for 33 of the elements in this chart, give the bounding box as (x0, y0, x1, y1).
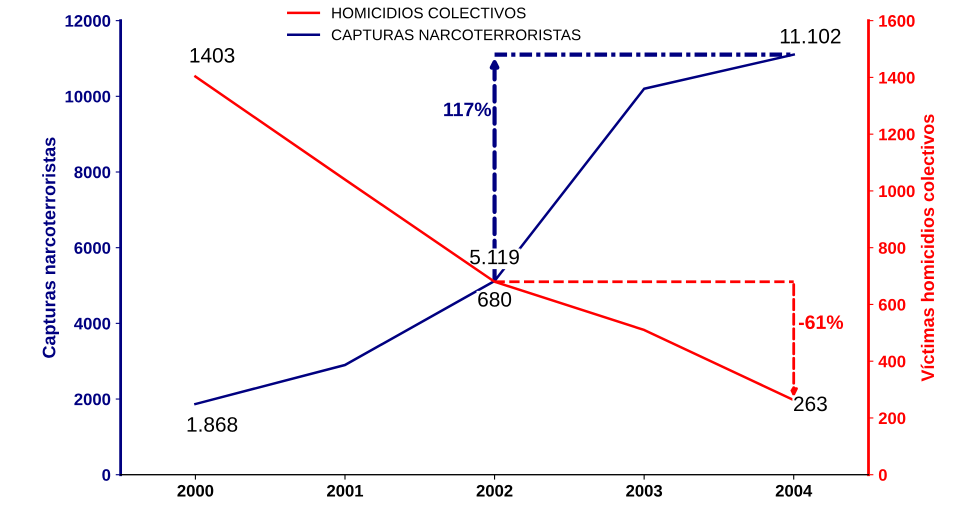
data-label: 263 (794, 396, 827, 412)
y2-tick-label: 0 (878, 469, 887, 481)
y2-tick-label: 400 (878, 356, 906, 368)
y-tick-label: 2000 (74, 393, 110, 406)
annotation: -61% (798, 315, 844, 330)
y2-tick-label: 600 (878, 298, 906, 311)
y2-tick-label: 1400 (879, 72, 915, 84)
y2-tick-label: 800 (878, 242, 906, 254)
y-tick-label: 0 (102, 469, 110, 481)
y-tick-label: 6000 (74, 242, 110, 254)
y2-tick-label: 1600 (879, 15, 915, 27)
data-label: 680 (478, 292, 512, 307)
x-tick-label: 2001 (327, 484, 364, 497)
y2-tick-label: 200 (878, 412, 906, 424)
y2-axis-title: Víctimas homicidios colectivos (920, 114, 934, 382)
x-tick-label: 2000 (177, 484, 214, 497)
data-label: 1403 (190, 48, 234, 63)
data-label: 1.868 (188, 417, 238, 432)
y-tick-label: 10000 (66, 90, 110, 103)
y2-tick-label: 1000 (879, 185, 915, 198)
legend-label: CAPTURAS NARCOTERRORISTAS (332, 29, 580, 40)
y-tick-label: 4000 (74, 318, 110, 330)
x-tick-label: 2002 (476, 484, 512, 497)
data-label: 5.119 (470, 250, 519, 264)
data-label: 11.102 (780, 28, 840, 44)
y2-tick-label: 1200 (879, 128, 915, 140)
x-tick-label: 2004 (776, 484, 812, 497)
annotation: 117% (444, 102, 492, 116)
y-axis-title: Capturas narcoterroristas (42, 138, 60, 358)
y-tick-label: 12000 (66, 15, 110, 27)
x-tick-label: 2003 (626, 484, 662, 497)
y-tick-label: 8000 (74, 166, 110, 178)
legend-label: HOMICIDIOS COLECTIVOS (332, 8, 526, 18)
